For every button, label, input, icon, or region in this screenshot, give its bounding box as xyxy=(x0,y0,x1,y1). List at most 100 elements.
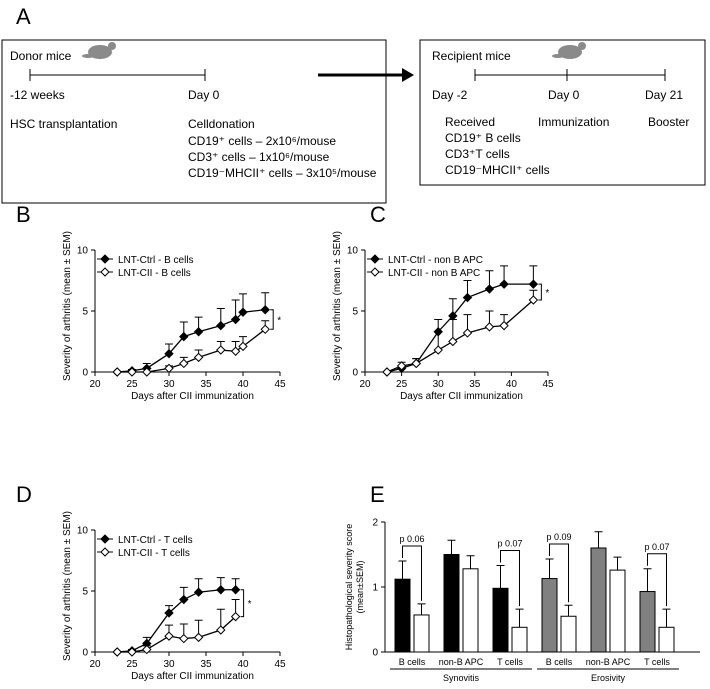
y-axis-label: Severity of arthritis (mean ± SEM) xyxy=(62,231,73,381)
bar xyxy=(462,568,479,653)
marker xyxy=(528,279,539,289)
marker xyxy=(260,305,270,315)
label: CD19⁺ B cells xyxy=(445,131,521,145)
error-bar xyxy=(398,560,407,580)
label: Recipient mice xyxy=(432,49,511,63)
marker xyxy=(164,608,174,618)
marker xyxy=(164,348,174,359)
legend-marker xyxy=(100,267,110,277)
significance-bracket xyxy=(270,309,274,330)
line xyxy=(117,328,266,373)
y-tick-label: 10 xyxy=(347,246,359,257)
significance-label: p 0.07 xyxy=(497,539,522,549)
x-tick-label: 25 xyxy=(126,379,138,390)
x-tick-label: 30 xyxy=(163,659,175,670)
y-tick-label: 0 xyxy=(352,368,358,379)
label: CD19⁺ cells – 2x10⁶/mouse xyxy=(188,134,336,148)
y-axis-label: Severity of arthritis (mean ± SEM) xyxy=(332,231,343,381)
label: Received xyxy=(445,115,495,129)
marker xyxy=(164,631,174,641)
significance-label: * xyxy=(545,288,549,299)
marker xyxy=(462,292,473,303)
label: Immunization xyxy=(538,115,609,129)
label: Day -2 xyxy=(432,88,468,102)
legend-label: LNT-CII - B cells xyxy=(118,268,191,279)
marker xyxy=(142,367,152,377)
x-tick-label: 35 xyxy=(469,379,481,390)
error-bar xyxy=(447,539,456,555)
x-axis-label: Days after CII immunization xyxy=(131,671,254,682)
bar xyxy=(413,614,430,653)
marker xyxy=(433,345,443,355)
legend-label: LNT-Ctrl - T cells xyxy=(118,535,193,546)
series xyxy=(382,265,539,377)
y-tick-label: 0 xyxy=(82,648,88,659)
marker xyxy=(193,587,204,597)
x-tick-label: 25 xyxy=(396,379,408,390)
x-tick-label: B cells xyxy=(399,657,426,667)
x-tick-label: T cells xyxy=(644,657,670,667)
marker xyxy=(179,358,189,369)
y-axis-label: Histopathological severity score xyxy=(344,524,354,651)
line xyxy=(386,299,534,373)
mouse-icon xyxy=(82,42,116,59)
y-tick-label: 10 xyxy=(77,246,89,257)
bar xyxy=(609,569,626,653)
significance-label: p 0.07 xyxy=(644,542,669,552)
legend-marker xyxy=(370,254,380,264)
significance-bracket xyxy=(240,589,245,618)
marker xyxy=(216,345,226,355)
marker xyxy=(382,367,392,377)
marker xyxy=(179,594,189,605)
series xyxy=(112,292,270,377)
marker xyxy=(238,307,248,317)
marker xyxy=(179,633,189,644)
marker xyxy=(112,367,122,377)
y-tick-label: 5 xyxy=(352,307,358,318)
x-tick-label: 45 xyxy=(274,659,286,670)
x-tick-label: T cells xyxy=(497,657,523,667)
legend-marker xyxy=(100,254,110,264)
legend-marker xyxy=(100,547,110,557)
series xyxy=(112,320,270,377)
x-tick-label: 25 xyxy=(126,659,138,670)
y-tick-label: 10 xyxy=(77,526,89,537)
marker xyxy=(230,611,241,622)
y-tick-label: 0 xyxy=(82,368,88,379)
marker xyxy=(193,327,204,337)
donor-box xyxy=(1,39,387,204)
x-axis-label: Days after CII immunization xyxy=(400,391,523,402)
line xyxy=(386,283,534,373)
error-bar xyxy=(515,608,524,628)
label: Day 0 xyxy=(548,88,580,102)
significance-label: * xyxy=(277,316,281,327)
marker xyxy=(260,324,270,335)
marker xyxy=(193,352,204,363)
x-tick-label: 45 xyxy=(542,379,554,390)
marker xyxy=(164,363,174,374)
x-tick-label: 35 xyxy=(200,379,212,390)
y-tick-label: 0 xyxy=(372,648,378,659)
significance-bracket xyxy=(549,543,569,603)
marker xyxy=(127,647,137,657)
significance-label: p 0.09 xyxy=(546,532,571,542)
bar xyxy=(541,578,558,653)
donor-timeline xyxy=(29,69,206,81)
label: Day 21 xyxy=(645,88,683,102)
significance-label: * xyxy=(248,599,252,610)
panel-letter: B xyxy=(16,202,31,227)
recipient-box xyxy=(419,39,706,186)
line xyxy=(117,309,266,373)
marker xyxy=(396,361,407,371)
marker xyxy=(179,331,189,342)
error-bar xyxy=(594,531,603,548)
label: -12 weeks xyxy=(10,88,65,102)
marker xyxy=(528,295,539,305)
bar xyxy=(658,626,675,653)
bar xyxy=(443,554,460,653)
x-tick-label: 40 xyxy=(506,379,518,390)
recipient-timeline xyxy=(474,69,666,81)
significance-bracket xyxy=(538,283,542,301)
panel-letter: E xyxy=(370,482,385,507)
